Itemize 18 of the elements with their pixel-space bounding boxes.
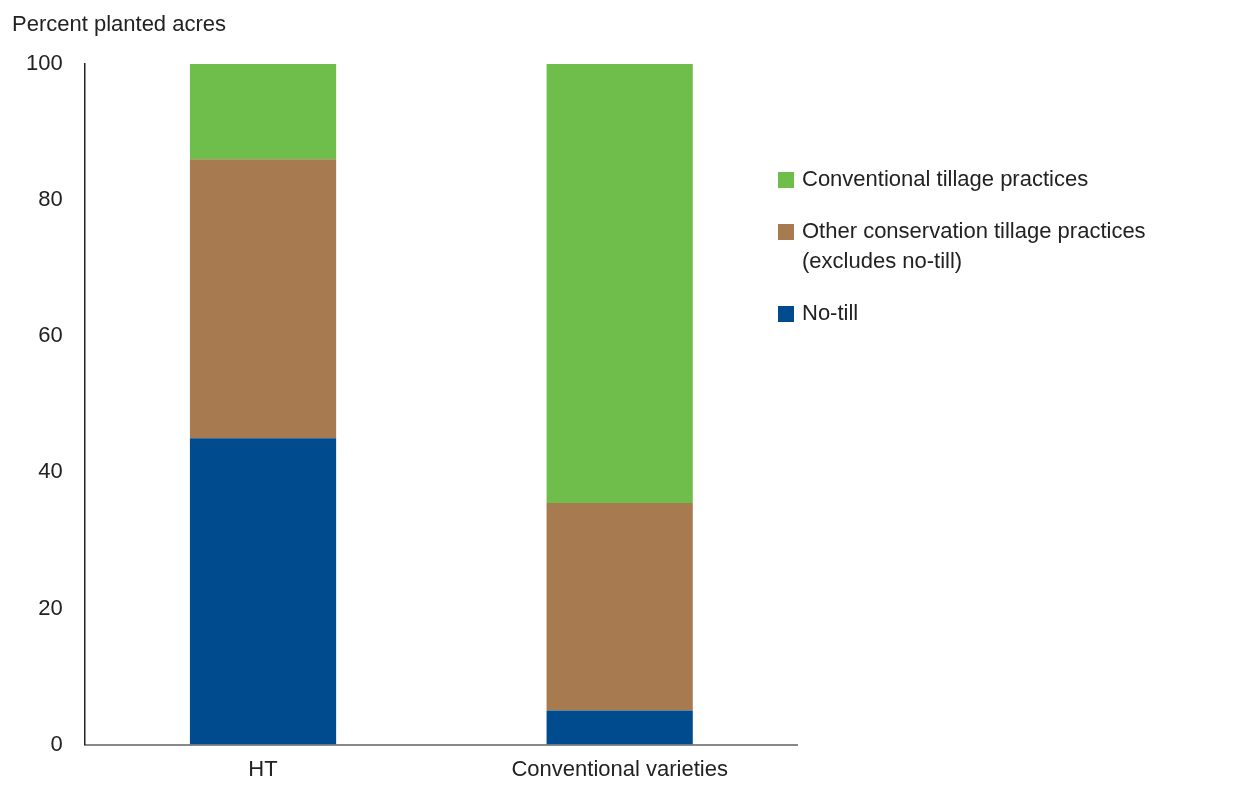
legend-label: Conventional tillage practices xyxy=(802,165,1089,193)
bar xyxy=(189,64,337,160)
y-tick-label: 0 xyxy=(50,730,63,756)
bar xyxy=(189,438,337,745)
y-tick-label: 100 xyxy=(25,50,63,76)
bar xyxy=(189,159,337,439)
bar xyxy=(546,502,693,711)
legend-label: No-till xyxy=(802,299,859,327)
y-tick-label: 80 xyxy=(38,186,63,212)
y-axis-title: Percent planted acres xyxy=(12,11,227,37)
bar xyxy=(546,710,693,745)
legend-label: Other conservation tillage practices (excludes no-till) xyxy=(802,217,1147,275)
y-tick-label: 40 xyxy=(38,458,63,484)
y-tick-label: 60 xyxy=(38,322,63,348)
bar xyxy=(546,64,693,503)
x-tick-label: Conventional varieties xyxy=(511,755,728,781)
y-tick-label: 20 xyxy=(38,594,63,620)
x-tick-label: HT xyxy=(248,755,278,781)
